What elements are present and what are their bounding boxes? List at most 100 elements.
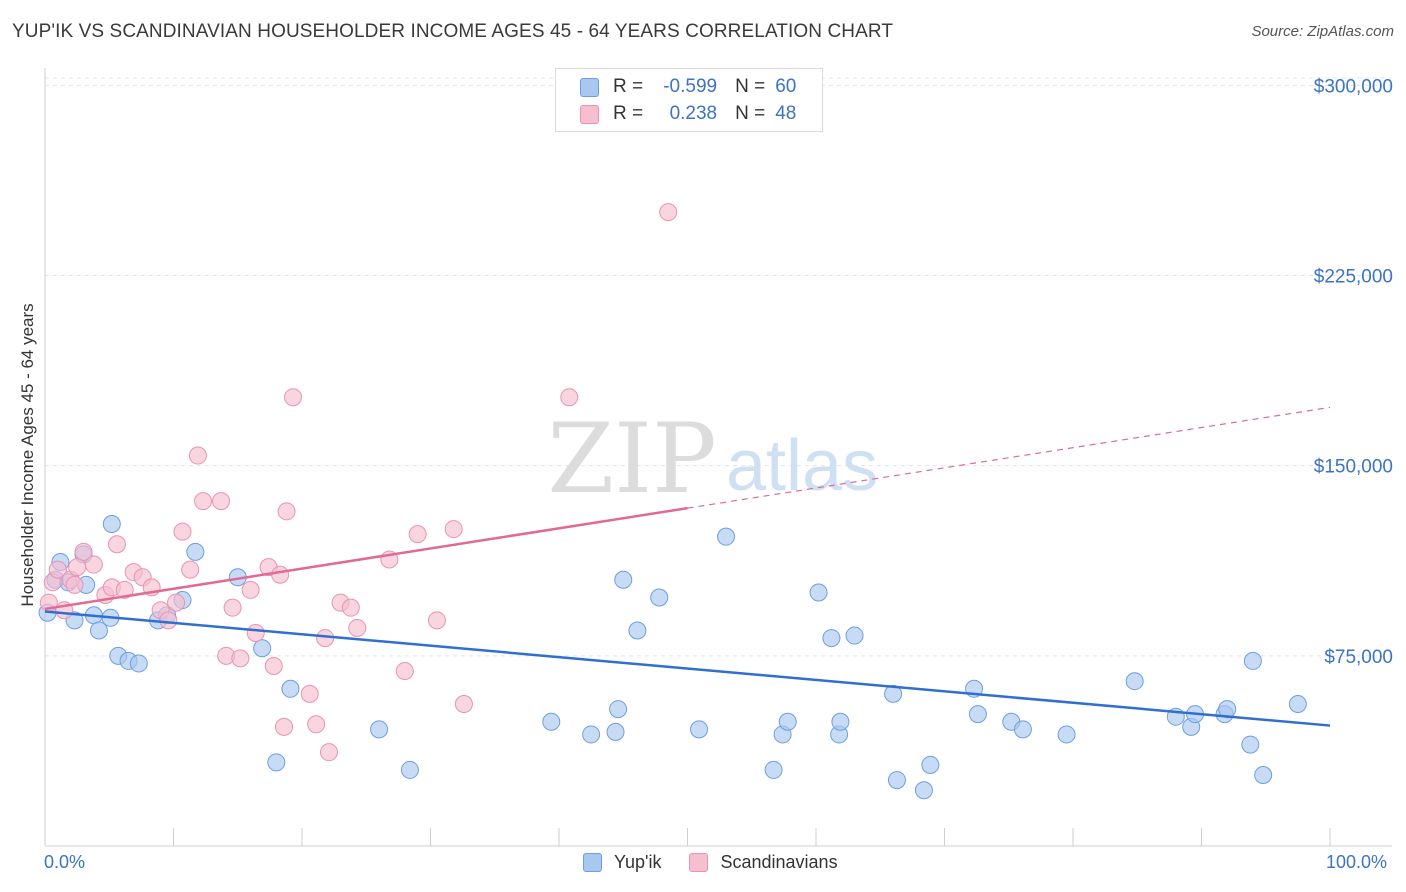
- y-tick-label: $225,000: [1314, 267, 1393, 288]
- scandinavian-point: [271, 565, 290, 584]
- scandinavian-point: [341, 598, 360, 617]
- scandinavian-point: [348, 618, 367, 637]
- y-tick-label: $300,000: [1314, 76, 1393, 97]
- scandinavian-point: [181, 560, 200, 579]
- scandinavian-point: [107, 535, 126, 554]
- yupik-point: [186, 542, 205, 561]
- yupik-point: [822, 629, 841, 648]
- legend-swatch-scandinavians: [580, 104, 599, 124]
- yupik-point: [582, 725, 601, 744]
- yupik-point: [370, 720, 389, 739]
- yupik-point: [628, 621, 647, 640]
- yupik-point: [253, 639, 272, 658]
- scandinavian-point: [65, 575, 84, 594]
- yupik-point: [129, 654, 148, 673]
- scandinavian-trend-line-dashed: [687, 406, 1331, 509]
- yupik-point: [267, 753, 286, 772]
- x-tick-max: 100.0%: [1326, 852, 1388, 872]
- yupik-point: [1288, 695, 1307, 714]
- yupik-point: [921, 755, 940, 774]
- scandinavian-point: [427, 611, 446, 630]
- legend-item-yupik[interactable]: Yup'ik: [583, 852, 661, 873]
- yupik-point: [1125, 672, 1144, 691]
- scandinavian-point: [659, 203, 678, 222]
- watermark: ZIP atlas: [547, 403, 878, 515]
- scandinavian-point: [74, 542, 93, 561]
- legend-r-value: -0.599: [663, 76, 718, 97]
- yupik-point: [690, 720, 709, 739]
- yupik-point: [1254, 766, 1273, 785]
- watermark-atlas: atlas: [726, 426, 878, 506]
- chart-title: YUP'IK VS SCANDINAVIAN HOUSEHOLDER INCOM…: [12, 21, 894, 42]
- scandinavian-point: [395, 662, 414, 681]
- yupik-point: [650, 588, 669, 607]
- y-tick-label: $150,000: [1314, 457, 1393, 478]
- yupik-point: [606, 722, 625, 741]
- scandinavian-point: [284, 388, 303, 407]
- legend-swatch-scandinavians: [689, 853, 709, 872]
- yupik-point: [1013, 720, 1032, 739]
- scandinavian-point: [68, 558, 87, 577]
- x-tick-min: 0.0%: [44, 852, 86, 872]
- yupik-point: [717, 527, 736, 546]
- yupik-point: [609, 700, 628, 719]
- yupik-trend-line: [44, 610, 1331, 727]
- legend-n-value: 60: [775, 76, 797, 97]
- yupik-point: [968, 705, 987, 724]
- trend-lines: [44, 406, 1331, 727]
- yupik-point: [914, 781, 933, 800]
- scandinavian-trend-line: [44, 506, 688, 611]
- yupik-point: [281, 679, 300, 698]
- scandinavian-point: [307, 715, 326, 734]
- watermark-zip: ZIP: [547, 403, 716, 515]
- scandinavian-point: [173, 522, 192, 541]
- scandinavian-point: [115, 580, 134, 599]
- scandinavian-point: [223, 598, 242, 617]
- y-tick-label: $75,000: [1324, 647, 1393, 668]
- legend-swatch-yupik: [583, 853, 602, 872]
- legend-row-yupik: R = -0.599 N = 60: [580, 75, 796, 99]
- scandinavian-point: [194, 492, 213, 511]
- scandinavian-point: [264, 656, 283, 675]
- scandinavian-point: [454, 695, 473, 714]
- scandinavian-point: [319, 743, 338, 762]
- scandinavian-point: [188, 446, 207, 465]
- legend-n-value: 48: [775, 103, 797, 124]
- yupik-point: [884, 684, 903, 703]
- series-legend: Yup'ik Scandinavians: [583, 852, 866, 873]
- scandinavian-point: [560, 388, 579, 407]
- y-tick-labels: $75,000 $150,000 $225,000 $300,000: [1314, 76, 1393, 667]
- scandinavian-point: [277, 502, 296, 521]
- yupik-point: [614, 570, 633, 589]
- stats-legend: R = -0.599 N = 60 R = 0.238 N = 48: [555, 68, 823, 132]
- source-credit: Source: ZipAtlas.com: [1251, 23, 1394, 40]
- scandinavian-point: [167, 593, 186, 612]
- scandinavian-point: [246, 624, 265, 643]
- scandinavian-point: [241, 580, 260, 599]
- yupik-point: [778, 712, 797, 731]
- yupik-point: [89, 621, 108, 640]
- grid-lines: [45, 77, 1392, 657]
- scandinavian-point: [48, 560, 67, 579]
- scandinavian-point: [231, 649, 250, 668]
- legend-r-label: R =: [613, 76, 644, 97]
- yupik-point: [1243, 651, 1262, 670]
- axes: [44, 68, 1392, 847]
- scandinavian-point: [84, 555, 103, 574]
- scandinavian-point: [275, 717, 294, 736]
- legend-label-scandinavians: Scandinavians: [720, 852, 838, 872]
- legend-label-yupik: Yup'ik: [614, 852, 662, 872]
- legend-r-label: R =: [613, 103, 644, 124]
- scandinavian-point: [159, 611, 178, 630]
- yupik-point: [1241, 735, 1260, 754]
- scandinavian-point: [408, 525, 427, 544]
- legend-item-scandinavians[interactable]: Scandinavians: [689, 852, 838, 873]
- legend-row-scandinavians: R = 0.238 N = 48: [580, 102, 796, 126]
- yupik-point: [831, 712, 850, 731]
- legend-r-value: 0.238: [669, 103, 718, 124]
- yupik-point: [887, 771, 906, 790]
- yupik-point: [809, 583, 828, 602]
- legend-swatch-yupik: [580, 77, 599, 97]
- legend-n-label: N =: [735, 103, 766, 124]
- scandinavian-point: [300, 684, 319, 703]
